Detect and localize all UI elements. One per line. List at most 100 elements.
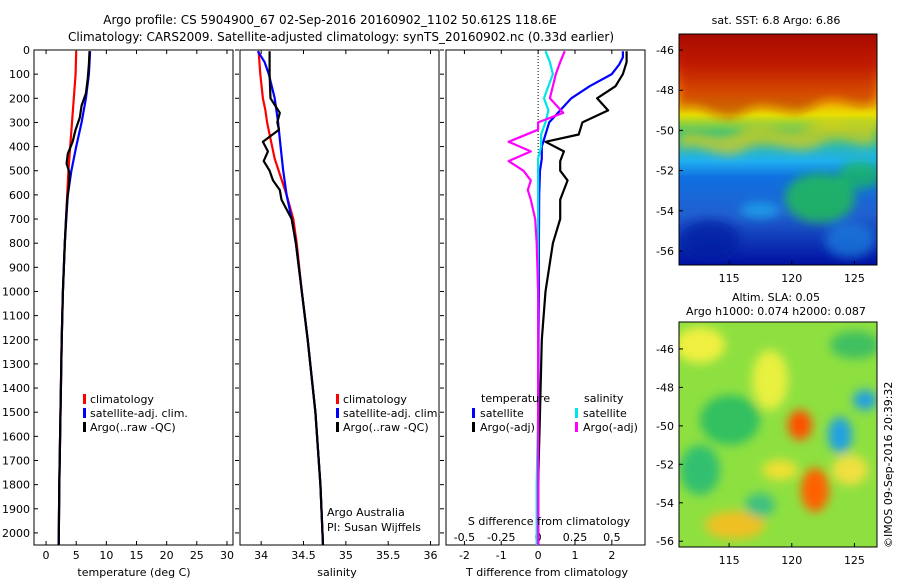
depth-tick-label: 1200 — [2, 334, 30, 347]
map-y-tick-label: -48 — [656, 84, 674, 97]
map-x-tick-label: 125 — [844, 554, 865, 567]
x2-tick-label: -0.25 — [487, 531, 515, 544]
depth-tick-label: 1500 — [2, 406, 30, 419]
temperature-legend: climatology satellite-adj. clim. Argo(..… — [83, 393, 188, 434]
series-line-climatology — [257, 51, 325, 546]
legend-label-s-satellite: satellite — [583, 407, 627, 420]
sla-map-title-1: Altim. SLA: 0.05 — [732, 291, 820, 304]
sst-map-title: sat. SST: 6.8 Argo: 6.86 — [712, 14, 841, 27]
depth-tick-label: 200 — [9, 92, 30, 105]
sla-heatmap — [679, 322, 877, 547]
legend-label-s-argo: Argo(-adj) — [583, 421, 638, 434]
annotation-pi: PI: Susan Wijffels — [327, 521, 421, 534]
temperature-plot: 0 5 10 15 20 25 30 — [43, 50, 234, 562]
series-line-argo-raw-qc — [261, 51, 325, 546]
imos-credit: ©IMOS 09-Sep-2016 20:39:32 — [882, 382, 895, 548]
depth-tick-label: 300 — [9, 116, 30, 129]
x2-tick-label: 0.25 — [563, 531, 588, 544]
x-tick-label: 0 — [535, 549, 542, 562]
depth-tick-label: 1900 — [2, 503, 30, 516]
x-tick-label: 36 — [424, 549, 438, 562]
legend-swatch-satellite — [83, 408, 86, 418]
depth-tick-label: 1000 — [2, 285, 30, 298]
map-y-tick-label: -52 — [656, 165, 674, 178]
x-tick-label: 34.5 — [291, 549, 316, 562]
x-tick-label: 30 — [220, 549, 234, 562]
series-line-argo-adj — [507, 50, 566, 545]
sla-map-frame — [678, 321, 878, 548]
legend-swatch-climatology — [83, 394, 86, 404]
map-y-tick-label: -46 — [656, 44, 674, 57]
legend-title-temperature: temperature — [481, 392, 550, 405]
salinity-panel-frame — [239, 49, 440, 546]
difference-plot: -2 -1 0 1 2-0.5 -0.25 0 0.25 0.5 — [454, 50, 628, 562]
sla-map-axes: 115 120 125 -46 -48 -50 -52 -54 -56 — [656, 343, 865, 567]
legend-swatch-satellite — [336, 408, 339, 418]
map-y-tick-label: -56 — [656, 245, 674, 258]
header-line-1: Argo profile: CS 5904900_67 02-Sep-2016 … — [103, 13, 557, 27]
depth-tick-label: 800 — [9, 237, 30, 250]
depth-tick-label: 1700 — [2, 454, 30, 467]
legend-label-satellite: satellite-adj. clim. — [90, 407, 188, 420]
x-tick-label: 2 — [608, 549, 615, 562]
depth-tick-label: 1800 — [2, 479, 30, 492]
sla-map-title-2: Argo h1000: 0.074 h2000: 0.087 — [686, 305, 866, 318]
map-y-tick-label: -56 — [656, 535, 674, 548]
depth-tick-label: 900 — [9, 261, 30, 274]
depth-axis: 0 100 200 300 400 500 600 700 800 900 1000 1100 1200… — [2, 44, 444, 540]
map-x-tick-label: 120 — [781, 554, 802, 567]
x2-tick-label: -0.5 — [454, 531, 475, 544]
legend-label-climatology: climatology — [343, 393, 407, 406]
sst-map-frame — [678, 33, 878, 266]
temperature-xlabel: temperature (deg C) — [77, 566, 190, 579]
legend-label-satellite: satellite-adj. clim. — [343, 407, 441, 420]
legend-swatch-climatology — [336, 394, 339, 404]
x-tick-label: 34 — [254, 549, 268, 562]
legend-label-argo: Argo(..raw -QC) — [343, 421, 429, 434]
legend-swatch-argo — [336, 422, 339, 432]
annotation-argo-australia: Argo Australia — [327, 506, 405, 519]
map-x-tick-label: 115 — [719, 272, 740, 285]
x-tick-label: 5 — [73, 549, 80, 562]
legend-swatch-t-argo — [472, 422, 475, 432]
salinity-plot: 34 34.5 35 35.5 36 — [254, 50, 438, 562]
legend-title-salinity: salinity — [584, 392, 624, 405]
map-y-tick-label: -52 — [656, 458, 674, 471]
difference-panel-frame — [445, 49, 646, 546]
x2-tick-label: 0.5 — [603, 531, 621, 544]
header-line-2: Climatology: CARS2009. Satellite-adjuste… — [68, 30, 614, 44]
x-tick-label: 15 — [130, 549, 144, 562]
series-line-argo-adj — [536, 51, 628, 545]
temperature-panel-frame — [33, 49, 234, 546]
x-tick-label: 25 — [190, 549, 204, 562]
sst-heatmap — [679, 34, 877, 265]
x-tick-label: 35.5 — [376, 549, 401, 562]
legend-swatch-s-argo — [575, 422, 578, 432]
salinity-legend: climatology satellite-adj. clim. Argo(..… — [336, 393, 441, 434]
x-tick-label: -2 — [459, 549, 470, 562]
depth-tick-label: 600 — [9, 189, 30, 202]
depth-tick-label: 1600 — [2, 430, 30, 443]
difference-xlabel-top: S difference from climatology — [468, 515, 631, 528]
x-tick-label: 35 — [339, 549, 353, 562]
legend-label-argo: Argo(..raw -QC) — [90, 421, 176, 434]
depth-tick-label: 1300 — [2, 358, 30, 371]
series-line-argo-raw-qc — [57, 51, 91, 546]
map-y-tick-label: -54 — [656, 497, 674, 510]
map-y-tick-label: -48 — [656, 381, 674, 394]
depth-tick-label: 2000 — [2, 527, 30, 540]
map-x-tick-label: 115 — [719, 554, 740, 567]
legend-label-t-satellite: satellite — [480, 407, 524, 420]
map-y-tick-label: -54 — [656, 205, 674, 218]
x-tick-label: 0 — [43, 549, 50, 562]
depth-tick-label: 1100 — [2, 310, 30, 323]
legend-label-t-argo: Argo(-adj) — [480, 421, 535, 434]
map-y-tick-label: -46 — [656, 343, 674, 356]
map-y-tick-label: -50 — [656, 420, 674, 433]
x-tick-label: -1 — [496, 549, 507, 562]
map-x-tick-label: 125 — [844, 272, 865, 285]
depth-tick-label: 100 — [9, 68, 30, 81]
depth-tick-label: 1400 — [2, 382, 30, 395]
depth-tick-label: 500 — [9, 165, 30, 178]
